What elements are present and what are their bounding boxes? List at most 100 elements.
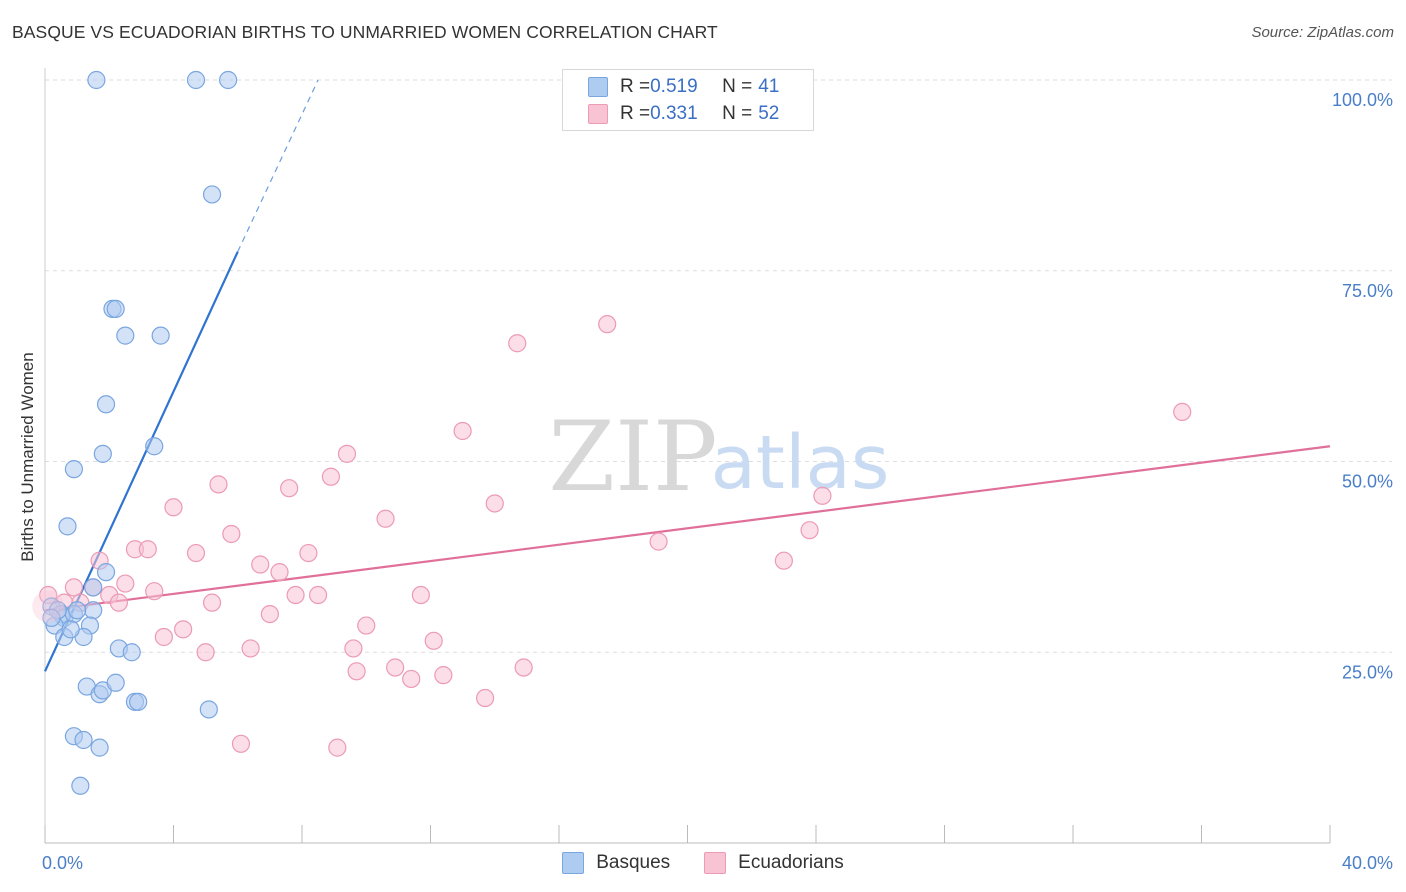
ecuadorian-point: [434, 666, 453, 685]
data-points: [32, 70, 1192, 795]
basque-point: [202, 185, 222, 204]
ecuadorian-point: [1173, 402, 1192, 422]
ecuadorian-point: [209, 475, 228, 494]
ecuadorian-point: [453, 421, 472, 441]
legend-row-basques: R = 0.519 N = 41: [588, 75, 779, 99]
basque-point: [199, 700, 218, 719]
legend-r-value: 0.331: [650, 103, 698, 124]
ecuadorian-point: [280, 479, 299, 498]
basque-point: [42, 608, 61, 628]
ecuadorian-point: [109, 593, 128, 612]
ecuadorian-point: [260, 604, 279, 624]
y-tick-label: 50.0%: [1342, 472, 1393, 492]
series-swatch-basques: [562, 852, 585, 874]
chart-title: BASQUE VS ECUADORIAN BIRTHS TO UNMARRIED…: [12, 22, 718, 42]
ecuadorian-point: [411, 585, 430, 605]
basque-point: [96, 563, 116, 582]
ecuadorian-cluster-point: [32, 590, 65, 623]
legend-r-label: R =: [620, 76, 651, 97]
series-swatch-ecuadorians: [704, 852, 727, 874]
legend-swatch-basques: [588, 77, 608, 97]
watermark-atlas: atlas: [711, 420, 890, 506]
x-tick-label: 40.0%: [1342, 853, 1393, 873]
series-legend-basques[interactable]: Basques: [562, 852, 670, 874]
basque-trend-extension: [237, 79, 319, 252]
ecuadorian-point: [241, 639, 260, 658]
ecuadorian-point: [299, 543, 318, 563]
ecuadorian-point: [386, 658, 405, 677]
ecuadorian-point: [270, 563, 289, 582]
ecuadorian-point: [598, 315, 617, 334]
basque-point: [84, 601, 103, 620]
basque-point: [151, 326, 170, 345]
axes: [44, 68, 1331, 844]
ecuadorian-point: [222, 524, 241, 544]
legend-n-value: 41: [758, 76, 780, 97]
ecuadorian-point: [164, 498, 183, 517]
legend-n-label: N =: [722, 76, 753, 97]
ecuadorian-point: [196, 643, 215, 662]
basque-point: [145, 437, 164, 456]
y-tick-label: 75.0%: [1342, 281, 1393, 301]
y-tick-label: 25.0%: [1342, 662, 1393, 682]
ecuadorian-point: [116, 574, 135, 593]
axis-labels: 25.0% 50.0% 75.0% 100.0% 0.0% 40.0% Births to …: [18, 90, 1393, 873]
basque-point: [122, 643, 141, 662]
ecuadorian-point: [402, 669, 421, 689]
basque-point: [71, 776, 90, 795]
ecuadorian-point: [138, 540, 157, 559]
ecuadorian-point: [286, 585, 305, 605]
basque-point: [84, 578, 103, 597]
series-legend-ecuadorians[interactable]: Ecuadorians: [704, 852, 844, 874]
basque-point: [106, 299, 125, 318]
ecuadorian-point: [145, 582, 164, 601]
watermark-zip: ZIP: [548, 401, 717, 513]
ecuadorian-point: [774, 551, 793, 570]
ecuadorian-point: [424, 631, 443, 650]
basque-point: [87, 70, 106, 90]
gridlines: [45, 79, 1392, 653]
ecuadorian-point: [337, 444, 357, 463]
basque-point: [219, 70, 238, 90]
ecuadorian-point: [344, 639, 363, 658]
legend-row-ecuadorians: R = 0.331 N = 52: [588, 102, 779, 126]
ecuadorian-point: [174, 620, 193, 639]
basque-point: [68, 601, 87, 620]
ecuadorian-point: [508, 334, 527, 353]
ecuadorian-point: [186, 543, 206, 563]
series-legend: Basques Ecuadorians: [0, 852, 1406, 874]
ecuadorian-point: [251, 555, 270, 574]
correlation-legend: R = 0.519 N = 41 R = 0.331 N = 52: [562, 69, 814, 131]
series-label-ecuadorians: Ecuadorians: [738, 852, 844, 873]
ecuadorian-point: [347, 662, 366, 681]
basque-point: [106, 673, 125, 692]
trend-lines: [44, 79, 1331, 672]
legend-r-label: R =: [620, 103, 651, 124]
basque-point: [96, 395, 116, 414]
ecuadorian-point: [800, 521, 819, 540]
ecuadorian-point: [476, 688, 495, 708]
basque-point: [93, 444, 112, 463]
ecuadorian-point: [357, 616, 376, 635]
ecuadorian-point: [202, 593, 222, 612]
y-axis-title: Births to Unmarried Women: [18, 352, 37, 561]
ecuadorian-point: [514, 658, 533, 677]
basque-point: [186, 70, 206, 90]
basque-point: [74, 730, 93, 750]
basque-point: [129, 692, 148, 711]
ecuadorian-trend-line: [44, 445, 1331, 612]
ecuadorian-point: [321, 467, 341, 486]
watermark: ZIP atlas: [548, 401, 889, 513]
x-tick-label: 0.0%: [42, 853, 83, 873]
ecuadorian-point: [376, 509, 395, 528]
legend-swatch-ecuadorians: [588, 104, 608, 124]
basque-point: [58, 517, 77, 536]
y-tick-label: 100.0%: [1332, 90, 1393, 110]
ecuadorian-point: [231, 734, 251, 753]
legend-n-value: 52: [758, 103, 780, 124]
ecuadorian-point: [154, 627, 173, 647]
legend-r-value: 0.519: [650, 76, 698, 97]
basque-point: [64, 460, 84, 479]
ecuadorian-point: [485, 494, 504, 513]
